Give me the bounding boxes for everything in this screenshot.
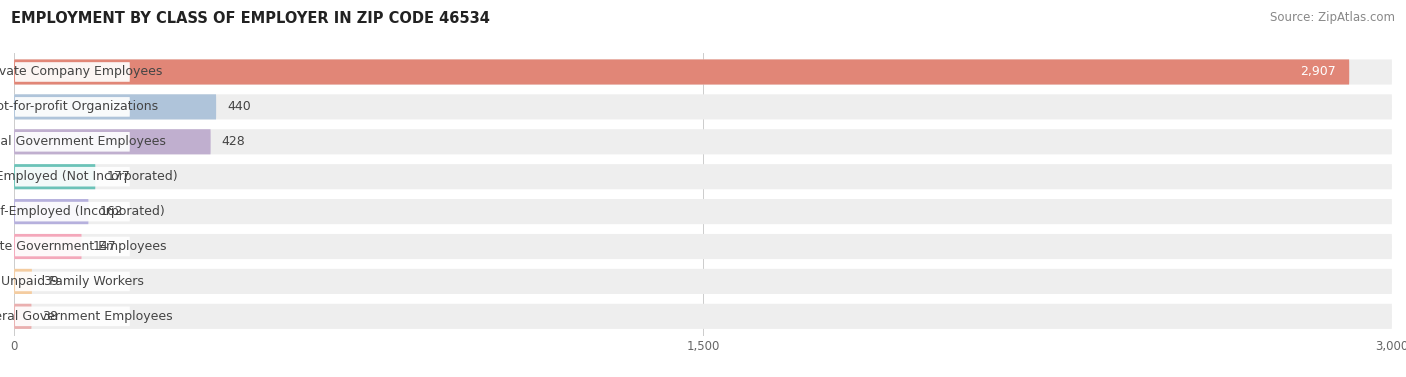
FancyBboxPatch shape [14,304,31,329]
Text: 440: 440 [228,100,250,113]
FancyBboxPatch shape [15,97,129,117]
Text: 162: 162 [100,205,124,218]
Text: 38: 38 [42,310,59,323]
Text: Federal Government Employees: Federal Government Employees [0,310,173,323]
FancyBboxPatch shape [14,94,1392,120]
FancyBboxPatch shape [14,60,1350,84]
FancyBboxPatch shape [14,164,1392,189]
FancyBboxPatch shape [14,269,32,294]
Text: Private Company Employees: Private Company Employees [0,66,162,78]
FancyBboxPatch shape [15,167,129,187]
FancyBboxPatch shape [14,199,89,224]
Text: EMPLOYMENT BY CLASS OF EMPLOYER IN ZIP CODE 46534: EMPLOYMENT BY CLASS OF EMPLOYER IN ZIP C… [11,11,491,26]
FancyBboxPatch shape [15,237,129,256]
FancyBboxPatch shape [15,307,129,326]
Text: Self-Employed (Incorporated): Self-Employed (Incorporated) [0,205,165,218]
Text: Local Government Employees: Local Government Employees [0,135,166,148]
FancyBboxPatch shape [15,62,129,82]
FancyBboxPatch shape [15,271,129,291]
Text: 428: 428 [222,135,246,148]
Text: Source: ZipAtlas.com: Source: ZipAtlas.com [1270,11,1395,24]
FancyBboxPatch shape [14,269,1392,294]
FancyBboxPatch shape [14,94,217,120]
FancyBboxPatch shape [14,234,82,259]
Text: 147: 147 [93,240,117,253]
FancyBboxPatch shape [14,304,1392,329]
Text: Unpaid Family Workers: Unpaid Family Workers [1,275,143,288]
FancyBboxPatch shape [14,234,1392,259]
FancyBboxPatch shape [14,129,1392,154]
FancyBboxPatch shape [14,164,96,189]
Text: Not-for-profit Organizations: Not-for-profit Organizations [0,100,157,113]
FancyBboxPatch shape [15,202,129,221]
Text: 2,907: 2,907 [1299,66,1336,78]
FancyBboxPatch shape [15,132,129,152]
Text: State Government Employees: State Government Employees [0,240,166,253]
Text: 177: 177 [107,170,131,183]
Text: Self-Employed (Not Incorporated): Self-Employed (Not Incorporated) [0,170,177,183]
Text: 39: 39 [44,275,59,288]
FancyBboxPatch shape [14,129,211,154]
FancyBboxPatch shape [14,199,1392,224]
FancyBboxPatch shape [14,60,1392,84]
